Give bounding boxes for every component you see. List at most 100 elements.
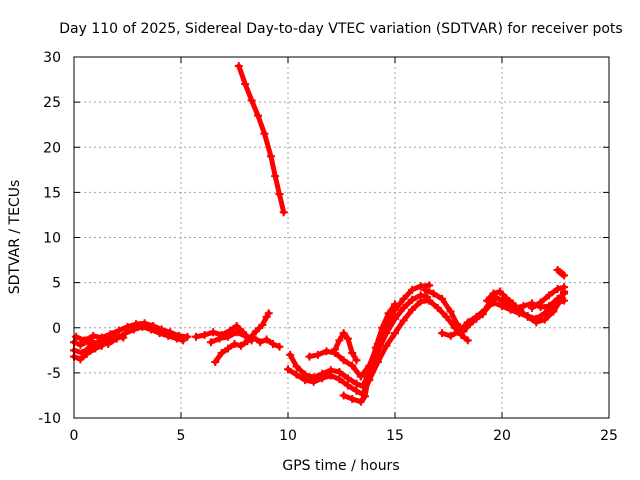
chart-title: Day 110 of 2025, Sidereal Day-to-day VTE… bbox=[59, 21, 622, 37]
series-arc-14 bbox=[422, 287, 567, 334]
data-point bbox=[498, 302, 506, 311]
data-point bbox=[97, 341, 106, 350]
y-tick-label: -5 bbox=[47, 366, 61, 382]
data-point bbox=[549, 307, 558, 316]
y-tick-label: 15 bbox=[43, 185, 61, 201]
y-tick-label: 25 bbox=[43, 95, 61, 111]
data-point bbox=[224, 332, 233, 341]
x-tick-label: 20 bbox=[493, 428, 511, 444]
data-point bbox=[382, 341, 391, 350]
data-point bbox=[463, 336, 472, 345]
data-point bbox=[515, 305, 524, 314]
data-point bbox=[286, 350, 295, 359]
data-point bbox=[157, 325, 166, 334]
y-tick-label: -10 bbox=[38, 411, 61, 427]
ticks bbox=[73, 56, 610, 419]
data-point bbox=[209, 328, 218, 337]
data-point bbox=[560, 283, 569, 292]
data-point bbox=[318, 374, 327, 383]
data-point bbox=[408, 305, 417, 314]
data-point bbox=[343, 374, 352, 383]
data-point bbox=[425, 296, 434, 305]
data-point bbox=[284, 365, 292, 374]
data-point bbox=[527, 303, 536, 312]
data-point bbox=[174, 331, 183, 340]
x-tick-label: 0 bbox=[70, 428, 79, 444]
data-point bbox=[356, 372, 365, 381]
data-point bbox=[326, 371, 335, 380]
series-group bbox=[70, 62, 569, 406]
data-point bbox=[305, 352, 314, 361]
y-axis-title: SDTVAR / TECUs bbox=[7, 180, 23, 295]
x-tick-labels: 0 5 10 15 20 25 bbox=[70, 428, 618, 444]
data-point bbox=[438, 294, 447, 303]
data-point bbox=[275, 190, 284, 199]
data-point bbox=[84, 337, 93, 346]
data-point bbox=[545, 291, 554, 300]
data-point bbox=[339, 356, 348, 365]
data-point bbox=[399, 294, 408, 303]
data-point bbox=[540, 315, 549, 324]
y-tick-label: 0 bbox=[52, 321, 61, 337]
data-point bbox=[508, 299, 517, 308]
data-point bbox=[446, 331, 455, 340]
data-point bbox=[463, 318, 472, 327]
data-point bbox=[455, 327, 464, 336]
x-tick-label: 25 bbox=[600, 428, 618, 444]
data-point bbox=[408, 295, 417, 304]
data-point bbox=[348, 361, 357, 370]
data-point bbox=[309, 377, 318, 386]
data-point bbox=[89, 331, 98, 340]
data-point bbox=[262, 335, 271, 344]
data-point bbox=[72, 332, 81, 341]
data-point bbox=[119, 333, 128, 342]
data-point bbox=[339, 329, 348, 338]
data-point bbox=[532, 318, 541, 327]
data-point bbox=[247, 336, 256, 345]
data-point bbox=[211, 358, 220, 367]
data-point bbox=[114, 326, 123, 335]
data-point bbox=[191, 332, 200, 341]
data-point bbox=[495, 287, 504, 296]
data-point bbox=[258, 321, 267, 330]
data-point bbox=[104, 339, 113, 348]
data-point bbox=[313, 350, 322, 359]
data-point bbox=[292, 362, 301, 371]
data-point bbox=[553, 284, 562, 293]
data-point bbox=[480, 305, 489, 314]
data-point bbox=[232, 328, 241, 337]
data-point bbox=[91, 344, 100, 353]
x-axis-title: GPS time / hours bbox=[282, 458, 399, 474]
data-point bbox=[391, 300, 399, 309]
data-point bbox=[506, 305, 515, 314]
data-point bbox=[378, 323, 387, 332]
data-point bbox=[256, 338, 265, 347]
y-tick-label: 20 bbox=[43, 140, 61, 156]
data-point bbox=[416, 297, 425, 306]
x-tick-label: 5 bbox=[177, 428, 186, 444]
data-point bbox=[433, 303, 442, 312]
data-point bbox=[331, 345, 340, 354]
data-point bbox=[489, 298, 498, 307]
data-point bbox=[502, 293, 511, 302]
data-point bbox=[399, 316, 408, 325]
data-point bbox=[149, 321, 158, 330]
data-point bbox=[438, 329, 447, 338]
data-point bbox=[292, 370, 301, 379]
data-point bbox=[132, 320, 141, 329]
data-point bbox=[266, 152, 275, 161]
data-point bbox=[275, 342, 284, 351]
y-tick-label: 30 bbox=[43, 50, 61, 66]
data-point bbox=[352, 386, 361, 395]
data-point bbox=[343, 334, 352, 343]
data-point bbox=[352, 379, 361, 388]
data-point bbox=[560, 271, 569, 280]
data-point bbox=[365, 368, 374, 377]
data-point bbox=[348, 395, 357, 404]
grid bbox=[74, 57, 609, 418]
data-point bbox=[301, 376, 310, 385]
data-point bbox=[121, 329, 130, 338]
data-point bbox=[264, 309, 273, 318]
data-point bbox=[339, 391, 348, 400]
data-point bbox=[251, 327, 260, 336]
